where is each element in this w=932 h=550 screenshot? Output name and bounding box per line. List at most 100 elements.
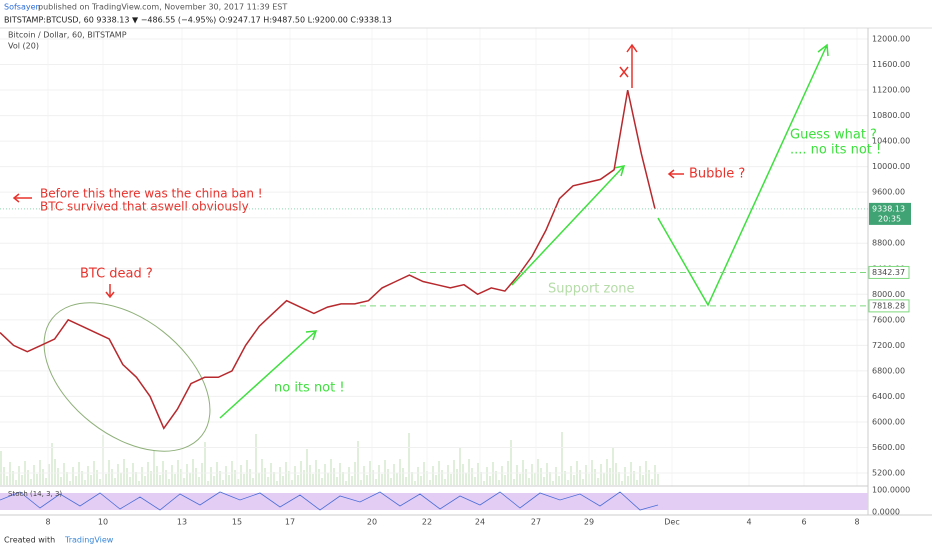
annotation: .... no its not ! [790, 143, 881, 158]
x-tick-label: 8 [854, 518, 859, 527]
volume-bar [228, 475, 230, 485]
y-tick-label: 10800.00 [872, 111, 910, 120]
volume-bar [141, 467, 143, 485]
volume-bar [444, 479, 446, 485]
volume-bar [627, 476, 629, 485]
annotation: no its not ! [274, 381, 345, 396]
x-tick-label: 22 [422, 518, 432, 527]
x-tick-label: Dec [664, 518, 679, 527]
volume-bar [84, 480, 86, 485]
volume-bar [237, 479, 239, 485]
volume-bar [48, 464, 50, 485]
volume-bar [486, 467, 488, 485]
volume-bar [210, 467, 212, 485]
price-tag-label: 7818.28 [872, 301, 905, 310]
volume-bar [603, 473, 605, 485]
y-tick-label: 11200.00 [872, 86, 910, 95]
volume-bar [612, 447, 614, 485]
volume-bar [432, 466, 434, 485]
x-tick-label: 15 [232, 518, 242, 527]
y-tick-label: 11600.00 [872, 60, 910, 69]
volume-bar [270, 463, 272, 485]
x-tick-label: 24 [475, 518, 485, 527]
volume-bar [240, 465, 242, 485]
author[interactable]: Sofsayen [4, 3, 41, 12]
volume-bar [81, 471, 83, 485]
volume-bar [654, 465, 656, 485]
volume-bar [249, 469, 251, 485]
volume-bar [3, 467, 5, 485]
volume-bar [225, 466, 227, 485]
volume-bar [33, 465, 35, 485]
countdown: 20:35 [878, 214, 901, 223]
volume-bar [318, 469, 320, 485]
volume-bar [516, 465, 518, 485]
volume-bar [183, 478, 185, 485]
volume-bar [642, 475, 644, 485]
volume-bar [279, 467, 281, 485]
volume-bar [528, 478, 530, 485]
volume-bar [321, 478, 323, 485]
volume-bar [564, 471, 566, 485]
volume-bar [123, 459, 125, 485]
volume-bar [411, 472, 413, 485]
volume-bar [21, 475, 23, 485]
volume-bar [198, 477, 200, 485]
volume-bar [480, 472, 482, 485]
volume-bar [621, 481, 623, 485]
volume-bar [204, 442, 206, 485]
volume-bar [339, 463, 341, 485]
volume-bar [573, 475, 575, 485]
x-tick-label: 10 [98, 518, 108, 527]
volume-bar [126, 468, 128, 485]
volume-bar [267, 477, 269, 485]
y-tick-label: 8000.00 [872, 290, 905, 299]
volume-bar [324, 464, 326, 485]
volume-bar [546, 463, 548, 485]
volume-bar [336, 477, 338, 485]
y-tick-label: 7600.00 [872, 315, 905, 324]
volume-bar [168, 479, 170, 485]
volume-bar [114, 478, 116, 485]
volume-bar [372, 470, 374, 485]
volume-bar [288, 471, 290, 485]
volume-bar [69, 481, 71, 485]
price-tag [868, 299, 910, 313]
volume-bar [156, 466, 158, 485]
x-tick-label: 4 [746, 518, 751, 527]
volume-bar [273, 472, 275, 485]
volume-bar [66, 472, 68, 485]
volume-bar [375, 479, 377, 485]
volume-bar [405, 477, 407, 485]
volume-bar [189, 473, 191, 485]
volume-bar [555, 467, 557, 485]
volume-bar [258, 473, 260, 485]
volume-bar [402, 468, 404, 485]
volume-bar [138, 481, 140, 485]
x-tick-label: 17 [285, 518, 295, 527]
volume-bar [51, 443, 53, 485]
y-tick-label: 7200.00 [872, 341, 905, 350]
volume-bar [171, 465, 173, 485]
footer-brand[interactable]: TradingView [64, 536, 114, 545]
red-arrows [12, 43, 684, 299]
y-tick-label: 8800.00 [872, 239, 905, 248]
price-tag-label: 8342.37 [872, 268, 905, 277]
volume-bar [513, 479, 515, 485]
volume-bar [342, 472, 344, 485]
volume-bar [429, 480, 431, 485]
volume-bar [144, 476, 146, 485]
volume-bar [399, 459, 401, 485]
volume-bar [45, 478, 47, 485]
volume-bar [234, 470, 236, 485]
volume-bar [330, 459, 332, 485]
x-tick-label: 20 [367, 518, 377, 527]
x-tick-label: 13 [177, 518, 187, 527]
green-arrows [219, 43, 829, 419]
stoch-line [0, 491, 659, 511]
volume-bar [201, 463, 203, 485]
volume-bar [186, 464, 188, 485]
volume-bar [579, 470, 581, 485]
volume-bar [537, 459, 539, 485]
